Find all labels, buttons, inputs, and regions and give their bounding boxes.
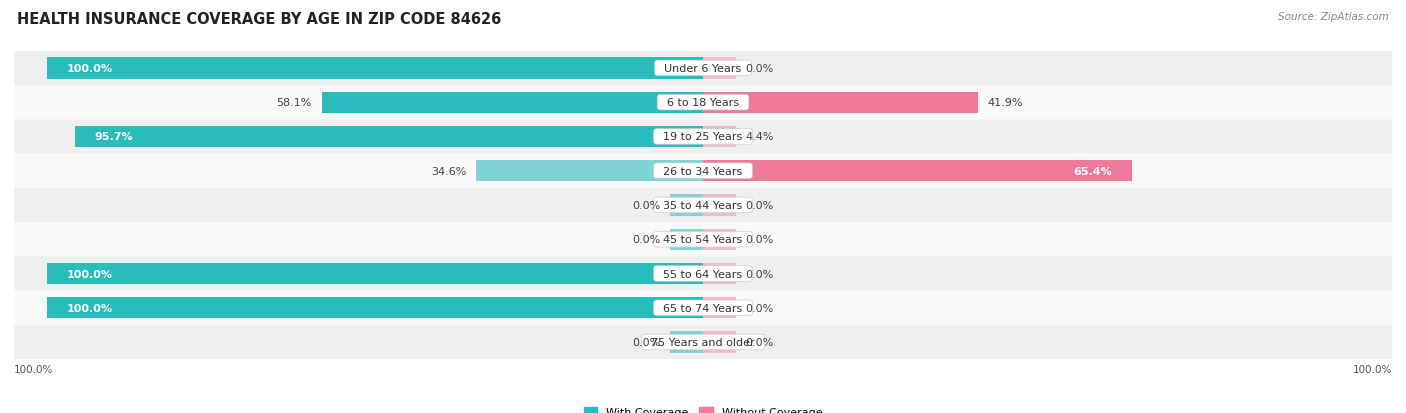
Text: 55 to 64 Years: 55 to 64 Years — [657, 269, 749, 279]
Bar — [46, 263, 703, 285]
Text: 45 to 54 Years: 45 to 54 Years — [657, 235, 749, 244]
Bar — [671, 332, 703, 353]
Text: 100.0%: 100.0% — [14, 364, 53, 375]
FancyBboxPatch shape — [14, 257, 1392, 291]
FancyBboxPatch shape — [14, 325, 1392, 359]
FancyBboxPatch shape — [14, 291, 1392, 325]
Bar — [703, 161, 1132, 182]
Bar — [703, 195, 735, 216]
Text: 65 to 74 Years: 65 to 74 Years — [657, 303, 749, 313]
Bar — [703, 58, 735, 79]
FancyBboxPatch shape — [14, 223, 1392, 257]
Text: 35 to 44 Years: 35 to 44 Years — [657, 200, 749, 211]
Text: 0.0%: 0.0% — [745, 64, 773, 74]
Text: 65.4%: 65.4% — [1074, 166, 1112, 176]
Text: 100.0%: 100.0% — [66, 64, 112, 74]
Text: 100.0%: 100.0% — [66, 303, 112, 313]
Text: 0.0%: 0.0% — [745, 303, 773, 313]
Text: 0.0%: 0.0% — [745, 235, 773, 244]
Text: HEALTH INSURANCE COVERAGE BY AGE IN ZIP CODE 84626: HEALTH INSURANCE COVERAGE BY AGE IN ZIP … — [17, 12, 501, 27]
Bar — [703, 297, 735, 318]
Text: Source: ZipAtlas.com: Source: ZipAtlas.com — [1278, 12, 1389, 22]
Text: 34.6%: 34.6% — [430, 166, 467, 176]
Text: 58.1%: 58.1% — [277, 98, 312, 108]
Text: 6 to 18 Years: 6 to 18 Years — [659, 98, 747, 108]
Legend: With Coverage, Without Coverage: With Coverage, Without Coverage — [579, 402, 827, 413]
Bar — [703, 263, 735, 285]
Text: 0.0%: 0.0% — [745, 337, 773, 347]
Bar — [46, 58, 703, 79]
Text: 26 to 34 Years: 26 to 34 Years — [657, 166, 749, 176]
Bar — [703, 126, 735, 148]
FancyBboxPatch shape — [14, 154, 1392, 188]
Text: Under 6 Years: Under 6 Years — [658, 64, 748, 74]
Text: 95.7%: 95.7% — [94, 132, 134, 142]
Text: 4.4%: 4.4% — [745, 132, 775, 142]
Bar — [703, 332, 735, 353]
Text: 100.0%: 100.0% — [1353, 364, 1392, 375]
Bar — [703, 229, 735, 250]
Bar — [703, 93, 979, 114]
Text: 0.0%: 0.0% — [633, 337, 661, 347]
Bar — [671, 195, 703, 216]
Bar — [75, 126, 703, 148]
FancyBboxPatch shape — [14, 52, 1392, 86]
Text: 100.0%: 100.0% — [66, 269, 112, 279]
FancyBboxPatch shape — [14, 188, 1392, 223]
FancyBboxPatch shape — [14, 120, 1392, 154]
Text: 41.9%: 41.9% — [988, 98, 1024, 108]
Bar — [46, 297, 703, 318]
Text: 19 to 25 Years: 19 to 25 Years — [657, 132, 749, 142]
Bar — [671, 229, 703, 250]
Text: 0.0%: 0.0% — [633, 200, 661, 211]
Text: 0.0%: 0.0% — [745, 269, 773, 279]
Text: 0.0%: 0.0% — [745, 200, 773, 211]
Bar — [477, 161, 703, 182]
Text: 0.0%: 0.0% — [633, 235, 661, 244]
FancyBboxPatch shape — [14, 86, 1392, 120]
Text: 75 Years and older: 75 Years and older — [644, 337, 762, 347]
Bar — [322, 93, 703, 114]
